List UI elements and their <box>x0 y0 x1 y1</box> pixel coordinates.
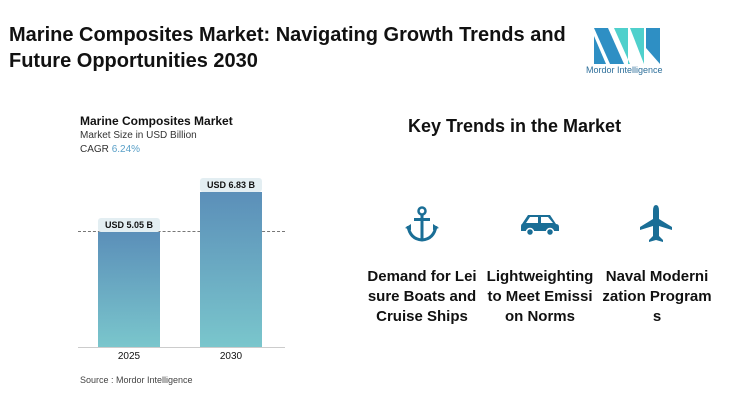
baseline <box>78 347 285 348</box>
x-tick-label: 2025 <box>117 351 141 362</box>
trend-label: Lightweighting to Meet Emission Norms <box>486 268 594 325</box>
car-icon <box>521 215 559 236</box>
trend-label: Demand for Leisure Boats and Cruise Ship… <box>367 268 477 325</box>
bar-2030 <box>200 191 262 347</box>
bar-2025 <box>98 232 160 347</box>
chart-title: Marine Composites Market <box>80 114 233 128</box>
logo-text: Mordor Intelligence <box>586 65 663 75</box>
data-label: USD 6.83 B <box>199 177 263 192</box>
x-tick-label: 2030 <box>219 351 243 362</box>
cagr: CAGR 6.24% <box>80 144 140 155</box>
trend-label: Naval Modernization Programs <box>602 268 712 325</box>
airplane-icon <box>640 205 672 242</box>
data-label: USD 5.05 B <box>97 218 161 233</box>
page-title: Marine Composites Market: Navigating Gro… <box>9 24 566 72</box>
mordor-logo-icon <box>594 28 660 64</box>
trends-heading: Key Trends in the Market <box>408 116 622 136</box>
cagr-label: CAGR <box>80 144 109 155</box>
anchor-icon <box>405 206 439 242</box>
cagr-value: 6.24% <box>111 144 141 155</box>
source: Source : Mordor Intelligence <box>80 375 193 385</box>
reference-line <box>78 231 285 232</box>
chart-subtitle: Market Size in USD Billion <box>80 130 197 141</box>
